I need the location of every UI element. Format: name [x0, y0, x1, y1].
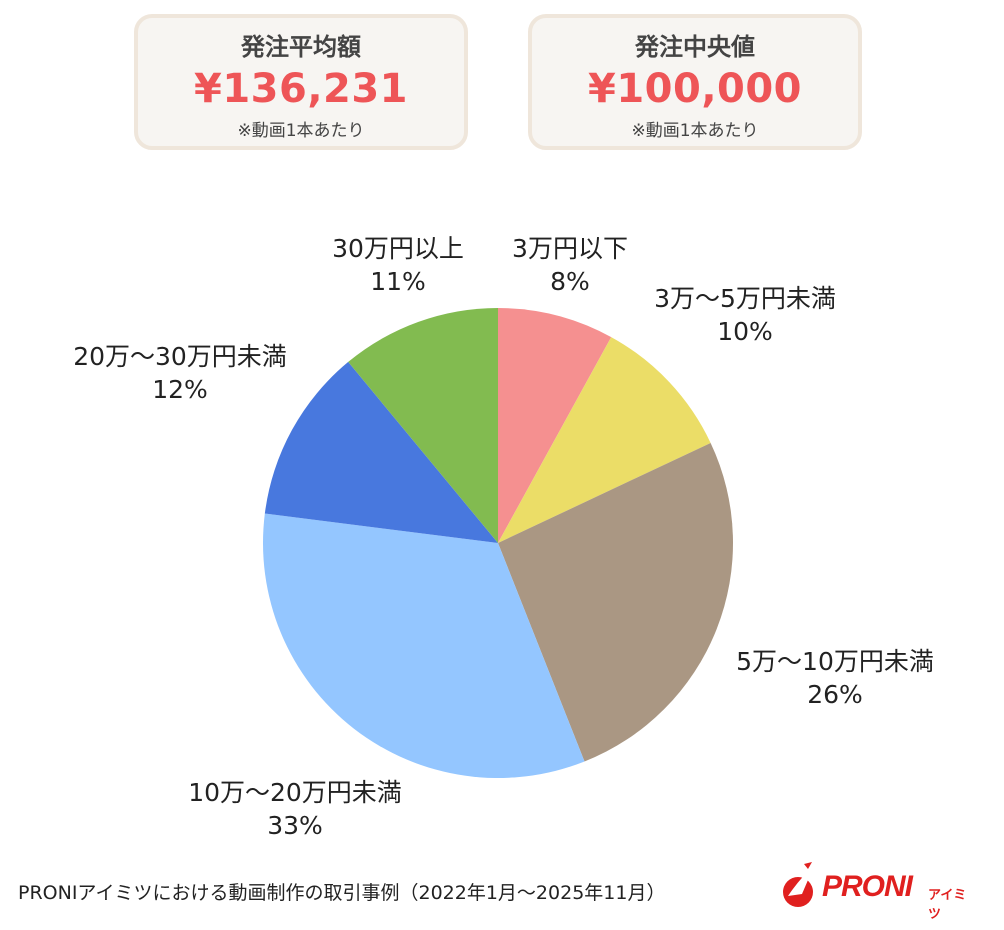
slice-percent: 11% [370, 267, 426, 296]
bird-icon [783, 862, 814, 907]
slice-category: 10万～20万円未満 [188, 778, 402, 807]
pie-slice [498, 442, 733, 762]
pie-slice [498, 308, 612, 543]
logo-subtext: アイミツ [928, 888, 967, 922]
slice-percent: 33% [267, 811, 323, 840]
average-value: ¥136,231 [193, 66, 409, 112]
slice-label: 30万円以上 11% [332, 232, 464, 298]
pie-slice [498, 337, 711, 543]
slice-category: 3万～5万円未満 [654, 284, 836, 313]
slice-category: 5万～10万円未満 [736, 647, 934, 676]
slice-label: 10万～20万円未満 33% [188, 776, 402, 842]
pie-slice [348, 308, 498, 543]
slice-percent: 26% [807, 680, 863, 709]
slice-label: 3万～5万円未満 10% [654, 282, 836, 348]
median-value: ¥100,000 [587, 66, 803, 112]
slice-label: 20万～30万円未満 12% [73, 340, 287, 406]
logo-wordmark: PRONI [822, 870, 913, 903]
slice-percent: 10% [717, 317, 773, 346]
median-note: ※動画1本あたり [631, 121, 759, 141]
proni-logo: PRONI アイミツ [774, 860, 970, 922]
slice-category: 20万～30万円未満 [73, 342, 287, 371]
pie-slice [262, 513, 585, 779]
slice-percent: 8% [550, 267, 590, 296]
average-title: 発注平均額 [241, 33, 361, 61]
footer-caption: PRONIアイミツにおける動画制作の取引事例（2022年1月～2025年11月） [18, 882, 666, 904]
slice-percent: 12% [152, 375, 208, 404]
slice-category: 3万円以下 [512, 234, 628, 263]
median-title: 発注中央値 [635, 33, 755, 61]
slice-category: 30万円以上 [332, 234, 464, 263]
median-card: 発注中央値 ¥100,000 ※動画1本あたり [528, 14, 862, 150]
average-note: ※動画1本あたり [237, 121, 365, 141]
slice-label: 5万～10万円未満 26% [736, 645, 934, 711]
pie-slice [264, 361, 498, 543]
average-card: 発注平均額 ¥136,231 ※動画1本あたり [134, 14, 468, 150]
slice-label: 3万円以下 8% [512, 232, 628, 298]
